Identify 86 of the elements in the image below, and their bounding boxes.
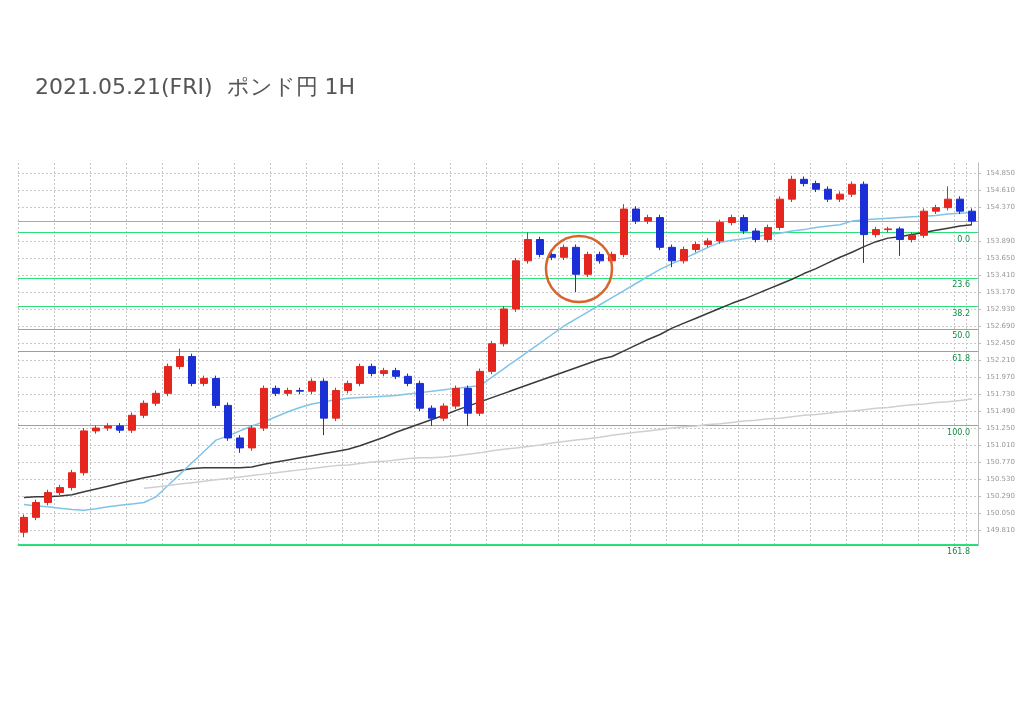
candlestick xyxy=(44,489,52,506)
candlestick xyxy=(932,204,940,215)
candlestick xyxy=(368,363,376,377)
candlestick xyxy=(68,469,76,491)
candlestick xyxy=(92,424,100,435)
candlestick xyxy=(944,185,952,211)
annotation: 100.0 xyxy=(947,427,970,437)
candlestick xyxy=(752,227,760,243)
annotation: 0.0 xyxy=(957,234,970,244)
candlestick xyxy=(236,434,244,454)
candlestick xyxy=(668,244,676,268)
candlestick xyxy=(392,367,400,380)
annotation: 161.8 xyxy=(947,546,970,556)
annotation: 61.8 xyxy=(952,354,970,364)
candlestick xyxy=(776,195,784,231)
candlestick xyxy=(704,237,712,248)
candlestick xyxy=(692,241,700,253)
candlestick xyxy=(116,422,124,434)
candlestick xyxy=(788,175,796,203)
candlestick xyxy=(824,185,832,203)
candlestick xyxy=(644,214,652,225)
candlestick xyxy=(416,380,424,412)
candlestick xyxy=(872,226,880,238)
candlestick xyxy=(884,226,892,233)
candlestick xyxy=(572,244,580,293)
candlestick xyxy=(920,207,928,239)
candlestick xyxy=(296,387,304,395)
annotation: 50.0 xyxy=(952,331,970,341)
candlestick xyxy=(272,385,280,397)
candlestick xyxy=(452,385,460,410)
chart-title: 2021.05.21(FRI) ポンド円 1H xyxy=(35,73,356,99)
candlestick xyxy=(440,402,448,422)
candlestick xyxy=(524,231,532,265)
candlestick xyxy=(356,363,364,387)
candlestick xyxy=(860,180,868,264)
candlestick xyxy=(464,385,472,427)
candlestick xyxy=(740,214,748,235)
candlestick xyxy=(764,224,772,243)
annotation: 23.6 xyxy=(952,280,970,290)
candlestick xyxy=(968,207,976,225)
candlestick xyxy=(476,368,484,417)
candlestick xyxy=(260,385,268,432)
candlestick xyxy=(488,340,496,375)
candlestick xyxy=(836,190,844,203)
candlestick xyxy=(20,514,28,538)
candlestick xyxy=(344,380,352,394)
candlestick xyxy=(212,375,220,409)
candlestick xyxy=(584,251,592,278)
candlestick xyxy=(896,226,904,257)
candlestick xyxy=(140,399,148,419)
candlestick xyxy=(632,205,640,225)
candlestick xyxy=(152,390,160,407)
candlestick xyxy=(320,377,328,436)
candlestick xyxy=(956,195,964,215)
candlestick xyxy=(656,214,664,251)
candlestick xyxy=(32,499,40,521)
candlestick xyxy=(80,427,88,477)
candlestick xyxy=(536,236,544,258)
candlestick xyxy=(104,422,112,432)
candlestick xyxy=(224,402,232,442)
candlestick xyxy=(716,219,724,245)
candlestick xyxy=(800,175,808,187)
candlestick xyxy=(284,387,292,397)
candlestick xyxy=(848,180,856,198)
candlestick xyxy=(908,231,916,243)
candlestick xyxy=(164,363,172,397)
candlestick xyxy=(200,375,208,387)
candlestick xyxy=(56,484,64,496)
candlestick xyxy=(404,372,412,387)
candlestick xyxy=(248,424,256,452)
candlestick xyxy=(596,251,604,265)
candlestick xyxy=(560,244,568,261)
candlestick xyxy=(512,257,520,313)
candlestick xyxy=(812,180,820,193)
candlestick xyxy=(176,348,184,370)
candlestick xyxy=(428,404,436,427)
candlestick xyxy=(620,203,628,258)
candlestick xyxy=(680,246,688,265)
candlestick xyxy=(308,377,316,395)
annotation: 38.2 xyxy=(952,308,970,318)
candlestick xyxy=(500,305,508,348)
candlestick xyxy=(332,387,340,422)
candlestick xyxy=(728,214,736,226)
candlestick xyxy=(380,367,388,377)
candlestick xyxy=(188,353,196,387)
candlestick xyxy=(128,411,136,434)
